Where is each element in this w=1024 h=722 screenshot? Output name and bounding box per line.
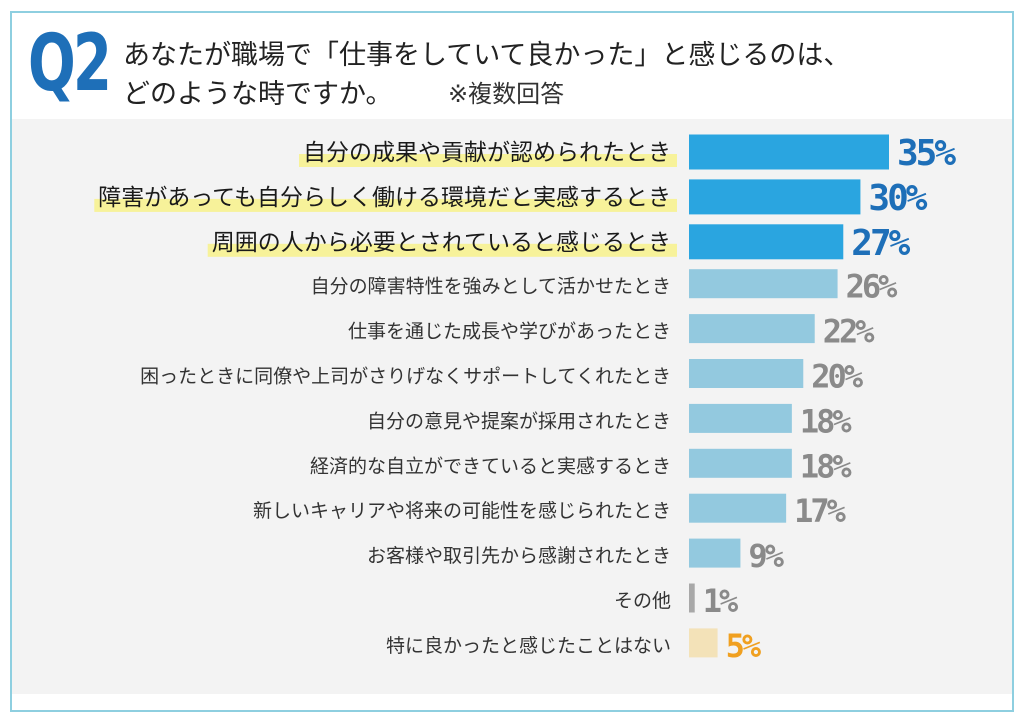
category-label: その他 <box>614 590 671 612</box>
bar <box>689 493 787 523</box>
value-label: 30% <box>868 178 927 219</box>
category-label: 困ったときに同僚や上司がさりげなくサポートしてくれたとき <box>140 366 671 388</box>
question-text-line1: あなたが職場で「仕事をしていて良かった」と感じるのは、 <box>123 40 851 71</box>
bar <box>689 179 861 215</box>
bar <box>689 403 792 433</box>
category-label: 自分の成果や貢献が認められたとき <box>303 140 671 166</box>
value-label: 1% <box>703 582 739 620</box>
multiple-answer-note: ※複数回答 <box>448 80 565 108</box>
bar <box>689 314 815 344</box>
value-label: 9% <box>748 537 784 575</box>
category-label: 経済的な自立ができていると実感するとき <box>310 455 671 477</box>
label-highlight <box>94 198 677 212</box>
bar <box>689 224 844 260</box>
bar <box>689 583 695 613</box>
value-label: 20% <box>811 358 864 396</box>
value-label: 27% <box>851 223 910 264</box>
value-label: 18% <box>800 402 853 440</box>
category-label: 自分の障害特性を強みとして活かせたとき <box>311 276 671 298</box>
bar <box>689 448 792 478</box>
bar <box>689 269 838 299</box>
category-label: 周囲の人から必要とされていると感じるとき <box>212 230 671 256</box>
value-label: 26% <box>846 268 899 306</box>
label-highlight <box>299 154 677 167</box>
value-label: 35% <box>897 133 956 174</box>
bar <box>689 538 741 568</box>
question-number: Q2 <box>28 19 112 109</box>
value-label: 22% <box>823 313 876 351</box>
category-label: 新しいキャリアや将来の可能性を感じられたとき <box>253 500 671 522</box>
chart-panel <box>12 119 1012 694</box>
value-label: 5% <box>726 627 762 665</box>
label-highlight <box>207 243 677 257</box>
question-text-line2: どのような時ですか。 <box>123 79 393 110</box>
value-label: 18% <box>800 447 853 485</box>
value-label: 17% <box>794 492 847 530</box>
bar <box>689 359 804 388</box>
bar <box>689 134 889 170</box>
category-label: お客様や取引先から感謝されたとき <box>367 545 671 567</box>
category-label: 特に良かったと感じたことはない <box>386 635 671 657</box>
bar <box>689 628 718 658</box>
category-label: 障害があっても自分らしく働ける環境だと実感するとき <box>98 185 671 211</box>
category-label: 自分の意見や提案が採用されたとき <box>367 410 671 432</box>
category-label: 仕事を通じた成長や学びがあったとき <box>348 321 671 343</box>
